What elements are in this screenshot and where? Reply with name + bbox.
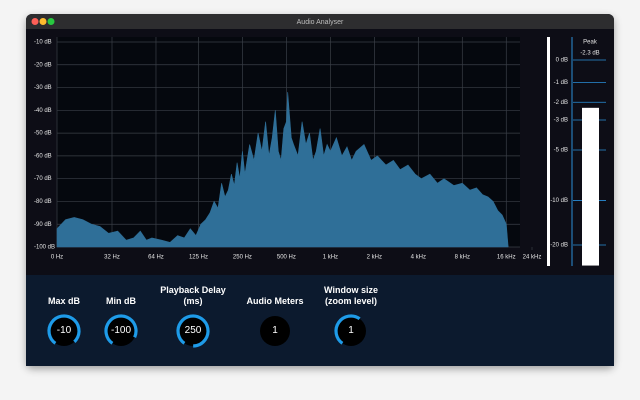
x-tick-label: 500 Hz bbox=[277, 255, 296, 261]
knob[interactable]: 1 bbox=[333, 313, 369, 349]
x-tick-label: 0 Hz bbox=[51, 255, 63, 261]
window-title: Audio Analyser bbox=[297, 19, 344, 26]
meter-tick-label: -3 dB bbox=[554, 118, 568, 124]
x-tick-label: 24 kHz bbox=[523, 255, 542, 261]
control: Max dB -10 bbox=[26, 283, 102, 349]
meter-rail bbox=[547, 37, 550, 266]
y-tick-label: -80 dB bbox=[34, 199, 52, 205]
knob-body bbox=[106, 316, 136, 346]
knob[interactable]: 1 bbox=[257, 313, 293, 349]
zoom-button[interactable] bbox=[47, 18, 55, 25]
meter-tick-label: -1 dB bbox=[554, 80, 568, 86]
knob-body bbox=[49, 316, 79, 346]
x-tick-label: 2 kHz bbox=[367, 255, 382, 261]
meter-title: Peak bbox=[583, 40, 598, 46]
minimize-button[interactable] bbox=[39, 18, 47, 25]
spectrum-area bbox=[56, 92, 509, 248]
x-tick-label: 125 Hz bbox=[189, 255, 208, 261]
x-tick-label: 32 Hz bbox=[104, 255, 120, 261]
y-tick-label: -60 dB bbox=[34, 153, 52, 159]
x-tick-label: 4 kHz bbox=[411, 255, 426, 261]
knob-value: 250 bbox=[184, 325, 202, 336]
control: Min dB -100 bbox=[83, 283, 159, 349]
y-tick-label: -10 dB bbox=[34, 40, 52, 46]
meter-tick-label: -20 dB bbox=[550, 243, 568, 249]
y-tick-label: -30 dB bbox=[34, 85, 52, 91]
knob-value: 1 bbox=[272, 325, 278, 336]
meter-tick-label: 0 dB bbox=[556, 58, 568, 64]
knob-value: -100 bbox=[110, 325, 131, 336]
meter-bar bbox=[582, 107, 599, 266]
x-tick-label: 250 Hz bbox=[233, 255, 252, 261]
y-tick-label: -20 dB bbox=[34, 62, 52, 68]
knob-value: -10 bbox=[56, 325, 72, 336]
knob-graphic bbox=[176, 314, 210, 348]
meter-value-label: -2.3 dB bbox=[580, 51, 599, 57]
control: Window size (zoom level) 1 bbox=[313, 283, 389, 349]
knob-graphic bbox=[334, 314, 368, 348]
x-tick-label: 64 Hz bbox=[148, 255, 164, 261]
title-bar bbox=[26, 14, 614, 29]
knob-body bbox=[336, 316, 366, 346]
y-tick-label: -90 dB bbox=[34, 222, 52, 228]
y-tick-label: -50 dB bbox=[34, 131, 52, 137]
x-tick-label: 8 kHz bbox=[455, 255, 470, 261]
knob-graphic bbox=[104, 314, 138, 348]
control-label: Window size (zoom level) bbox=[324, 285, 378, 306]
knob-graphic bbox=[47, 314, 81, 348]
meter-tick-label: -2 dB bbox=[554, 100, 568, 106]
knob[interactable]: 250 bbox=[175, 313, 211, 349]
control-label: Audio Meters bbox=[246, 296, 304, 306]
control-label: Playback Delay (ms) bbox=[160, 285, 226, 306]
control-label: Max dB bbox=[47, 296, 80, 306]
x-tick-label: 1 kHz bbox=[323, 255, 338, 261]
x-tick-label: 16 kHz bbox=[497, 255, 516, 261]
control-label: Min dB bbox=[106, 296, 136, 306]
y-tick-label: -70 dB bbox=[34, 176, 52, 182]
knob[interactable]: -100 bbox=[103, 313, 139, 349]
control: Playback Delay (ms) 250 bbox=[155, 283, 231, 349]
y-tick-label: -100 dB bbox=[34, 245, 55, 251]
knob[interactable]: -10 bbox=[46, 313, 82, 349]
knob-body bbox=[178, 316, 208, 346]
meter-tick-label: -10 dB bbox=[550, 198, 568, 204]
knob-value: 1 bbox=[348, 325, 354, 336]
knob-graphic bbox=[260, 316, 290, 346]
y-tick-label: -40 dB bbox=[34, 108, 52, 114]
meter-tick-label: -5 dB bbox=[554, 148, 568, 154]
control: Audio Meters 1 bbox=[237, 283, 313, 349]
close-button[interactable] bbox=[31, 18, 39, 25]
knob-body bbox=[260, 316, 290, 346]
